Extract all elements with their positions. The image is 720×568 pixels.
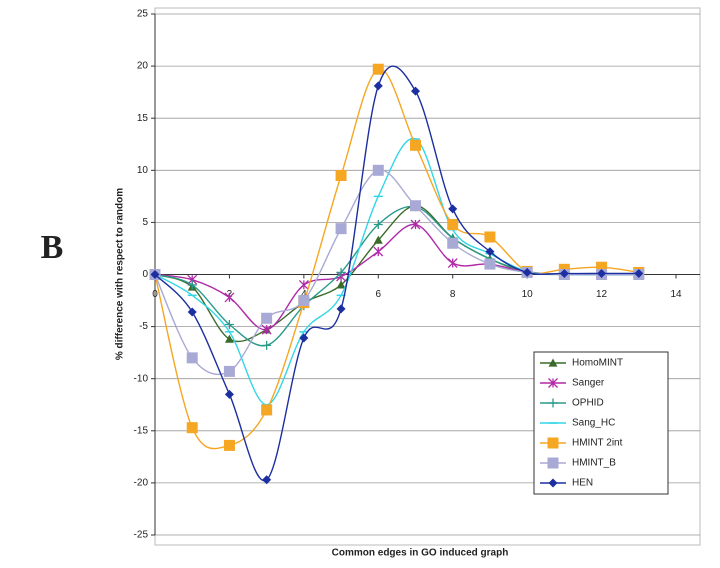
x-axis-label: Common edges in GO induced graph xyxy=(332,548,509,559)
marker xyxy=(298,279,309,290)
marker xyxy=(336,304,346,314)
marker xyxy=(548,358,558,367)
x-tick-label: 6 xyxy=(376,289,382,300)
y-axis-label: % difference with respect to random xyxy=(115,188,126,360)
marker xyxy=(547,437,559,449)
marker xyxy=(261,404,273,416)
x-tick-label: 0 xyxy=(152,289,158,300)
marker xyxy=(596,261,608,273)
marker xyxy=(373,219,383,229)
marker xyxy=(372,164,384,176)
marker xyxy=(373,235,383,244)
legend-label: HMINT_B xyxy=(572,458,616,469)
y-tick-label: 20 xyxy=(137,61,149,72)
marker xyxy=(224,292,235,303)
marker xyxy=(410,200,421,212)
y-tick-label: -10 xyxy=(134,373,149,384)
marker xyxy=(484,258,496,270)
marker xyxy=(373,246,384,257)
panel-label: B xyxy=(41,229,64,266)
marker xyxy=(261,312,273,324)
marker xyxy=(262,340,272,350)
marker xyxy=(547,457,559,469)
marker xyxy=(150,270,160,279)
y-tick-label: -25 xyxy=(134,530,149,541)
x-tick-label: 14 xyxy=(670,289,682,300)
marker xyxy=(373,81,383,91)
marker xyxy=(187,307,197,317)
legend-label: Sanger xyxy=(572,378,605,389)
marker xyxy=(597,268,607,278)
x-tick-label: 8 xyxy=(450,289,456,300)
marker xyxy=(447,258,458,268)
series xyxy=(150,65,644,485)
marker xyxy=(548,398,558,408)
marker xyxy=(223,439,235,451)
marker xyxy=(410,219,421,230)
marker xyxy=(372,63,384,75)
marker xyxy=(335,223,347,235)
marker xyxy=(261,324,272,335)
marker xyxy=(298,295,310,307)
y-tick-label: 15 xyxy=(137,113,149,124)
marker xyxy=(186,422,198,434)
legend-label: Sang_HC xyxy=(572,418,615,429)
x-tick-label: 10 xyxy=(522,289,534,300)
marker xyxy=(548,378,558,388)
series-line xyxy=(154,65,639,482)
marker xyxy=(224,334,234,343)
marker xyxy=(548,478,558,488)
marker xyxy=(634,268,644,278)
marker xyxy=(262,475,272,485)
marker xyxy=(484,231,496,243)
series xyxy=(149,164,645,377)
y-tick-label: 0 xyxy=(142,269,148,280)
marker xyxy=(336,280,346,289)
y-tick-label: 25 xyxy=(137,9,149,20)
legend-label: HomoMINT xyxy=(572,358,623,369)
marker xyxy=(448,204,458,214)
marker xyxy=(522,267,532,277)
marker xyxy=(187,280,197,290)
marker xyxy=(299,333,309,343)
marker xyxy=(224,320,234,330)
y-tick-label: 10 xyxy=(137,165,149,176)
marker xyxy=(411,86,420,96)
marker xyxy=(485,247,495,257)
legend-label: OPHID xyxy=(572,398,604,409)
marker xyxy=(559,268,569,278)
x-tick-label: 4 xyxy=(301,289,307,300)
legend-label: HEN xyxy=(572,478,593,489)
y-tick-label: -15 xyxy=(134,425,149,436)
marker xyxy=(336,267,346,277)
marker xyxy=(447,218,459,230)
marker xyxy=(335,170,347,182)
legend: HomoMINT Sanger OPHID Sang_HC HMINT 2int HMIN… xyxy=(533,351,669,495)
marker xyxy=(224,389,234,399)
x-tick-label: 12 xyxy=(596,289,608,300)
marker xyxy=(410,139,421,151)
y-tick-label: -20 xyxy=(134,478,149,489)
marker xyxy=(447,237,459,249)
legend-label: HMINT 2int xyxy=(572,438,623,449)
y-tick-label: 5 xyxy=(142,217,148,228)
marker xyxy=(186,352,198,364)
marker xyxy=(223,365,235,377)
y-tick-label: -5 xyxy=(139,321,148,332)
